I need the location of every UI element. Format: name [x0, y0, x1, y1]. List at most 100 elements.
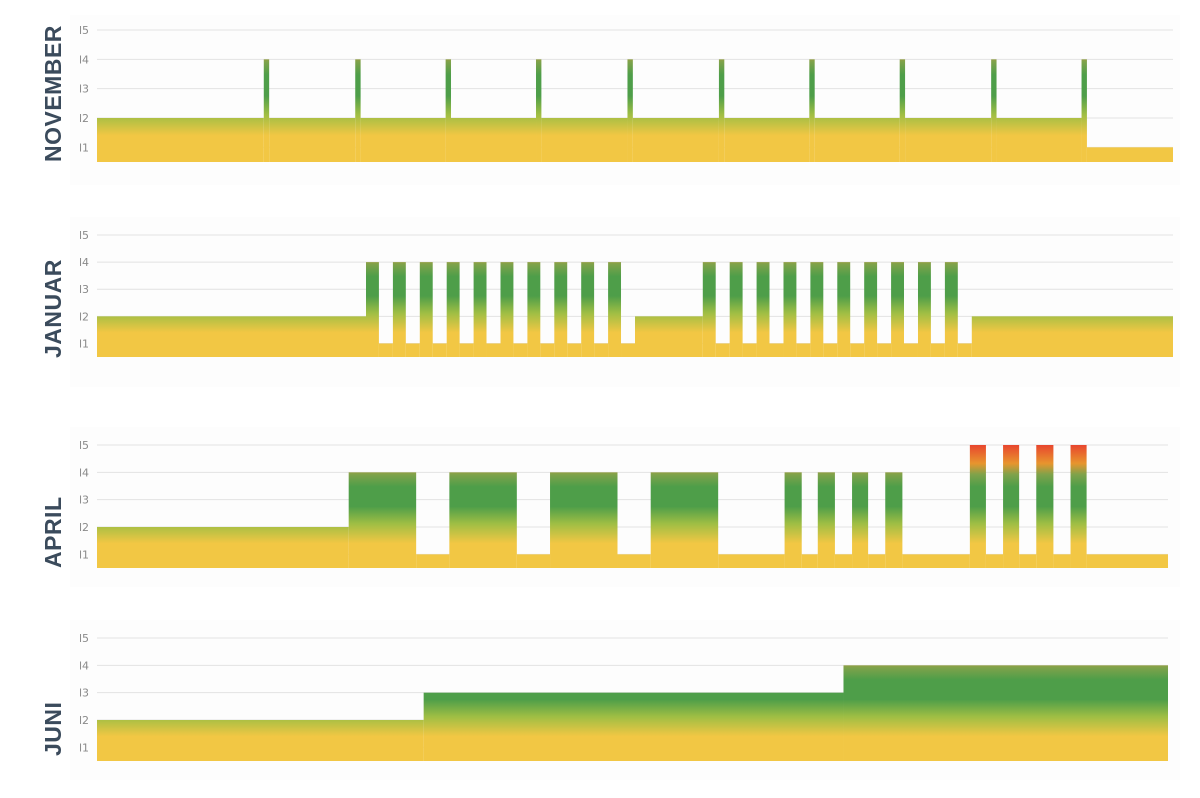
step-bar	[702, 262, 716, 357]
step-bar	[650, 472, 719, 568]
y-tick-label: l4	[79, 256, 89, 269]
y-tick-label: l1	[79, 141, 89, 154]
y-tick-label: l3	[79, 283, 89, 296]
step-bar	[486, 343, 501, 357]
step-bar	[516, 554, 551, 568]
step-bar	[991, 59, 997, 163]
step-bar	[1086, 554, 1168, 568]
y-tick-label: l4	[79, 466, 89, 479]
step-bar	[850, 343, 865, 357]
step-bar	[632, 118, 719, 162]
step-bar	[97, 118, 264, 162]
step-bar	[885, 472, 903, 568]
step-bar	[905, 118, 992, 162]
step-bar	[355, 59, 361, 163]
step-bar	[957, 343, 972, 357]
step-bar	[902, 554, 970, 568]
y-tick-label: l2	[79, 310, 89, 323]
step-bar	[756, 262, 770, 357]
step-bar	[814, 118, 900, 162]
step-bar	[742, 343, 757, 357]
step-bar	[473, 262, 487, 357]
step-bar	[852, 472, 869, 568]
y-tick-label: l1	[79, 337, 89, 350]
step-bar	[1070, 445, 1087, 568]
y-tick-label: l3	[79, 687, 89, 700]
step-bar	[796, 343, 811, 357]
step-bar	[944, 262, 958, 357]
step-bar	[459, 343, 474, 357]
step-bar	[718, 59, 725, 163]
step-bar	[554, 262, 568, 357]
y-tick-label: l4	[79, 659, 89, 672]
step-bar	[617, 554, 651, 568]
step-bar	[269, 118, 356, 162]
step-bar	[416, 554, 450, 568]
step-bar	[899, 59, 906, 163]
step-bar	[536, 59, 542, 163]
step-bar	[392, 262, 406, 357]
step-bar	[715, 343, 730, 357]
step-bar	[1086, 147, 1173, 162]
step-bar	[527, 262, 541, 357]
step-bar	[930, 343, 945, 357]
y-tick-label: l3	[79, 83, 89, 96]
y-tick-label: l5	[79, 439, 89, 452]
step-bar	[621, 343, 635, 357]
step-bar	[1053, 554, 1071, 568]
y-tick-label: l2	[79, 112, 89, 125]
step-bar	[567, 343, 582, 357]
y-tick-label: l4	[79, 53, 89, 66]
step-bar	[635, 316, 703, 357]
step-bar	[843, 665, 1168, 761]
y-tick-label: l5	[79, 24, 89, 37]
step-bar	[904, 343, 918, 357]
step-bar	[1036, 445, 1054, 568]
step-bar	[817, 472, 835, 568]
step-bar	[864, 262, 878, 357]
step-bar	[810, 262, 824, 357]
step-bar	[729, 262, 743, 357]
step-bar	[1081, 59, 1087, 163]
step-bar	[996, 118, 1082, 162]
step-bar	[263, 59, 270, 163]
step-bar	[801, 554, 818, 568]
step-chart: l1 l2 l3 l4 l5	[79, 632, 1168, 761]
step-bar	[724, 118, 810, 162]
step-bar	[366, 262, 379, 357]
step-bar	[769, 343, 784, 357]
step-bar	[784, 472, 802, 568]
step-bar	[500, 262, 514, 357]
chart-panel-april: APRIL l1 l2 l3 l4 l5	[0, 425, 1200, 587]
step-bar	[405, 343, 420, 357]
step-bar	[97, 316, 366, 357]
step-bar	[378, 343, 393, 357]
step-bar	[360, 118, 446, 162]
y-tick-label: l3	[79, 494, 89, 507]
step-bar	[581, 262, 595, 357]
step-bar	[446, 262, 460, 357]
step-bar	[1003, 445, 1020, 568]
step-bar	[540, 343, 555, 357]
chart-background	[70, 217, 1180, 387]
step-bar	[985, 554, 1004, 568]
y-tick-label: l2	[79, 714, 89, 727]
step-bar	[419, 262, 433, 357]
step-bar	[449, 472, 517, 568]
step-bar	[432, 343, 447, 357]
chart-panel-november: NOVEMBER l1 l2 l3 l4 l5	[0, 10, 1200, 185]
step-bar	[627, 59, 633, 163]
step-bar	[969, 445, 986, 568]
step-bar	[451, 118, 537, 162]
step-bar	[348, 472, 417, 568]
step-bar	[718, 554, 785, 568]
step-bar	[541, 118, 628, 162]
step-chart: l1 l2 l3 l4 l5	[79, 229, 1173, 357]
chart-panel-juni: JUNI l1 l2 l3 l4 l5	[0, 618, 1200, 780]
step-bar	[809, 59, 815, 163]
step-bar	[1019, 554, 1037, 568]
step-bar	[423, 692, 844, 761]
step-bar	[783, 262, 797, 357]
step-chart: l1 l2 l3 l4 l5	[79, 24, 1173, 163]
step-bar	[445, 59, 452, 163]
